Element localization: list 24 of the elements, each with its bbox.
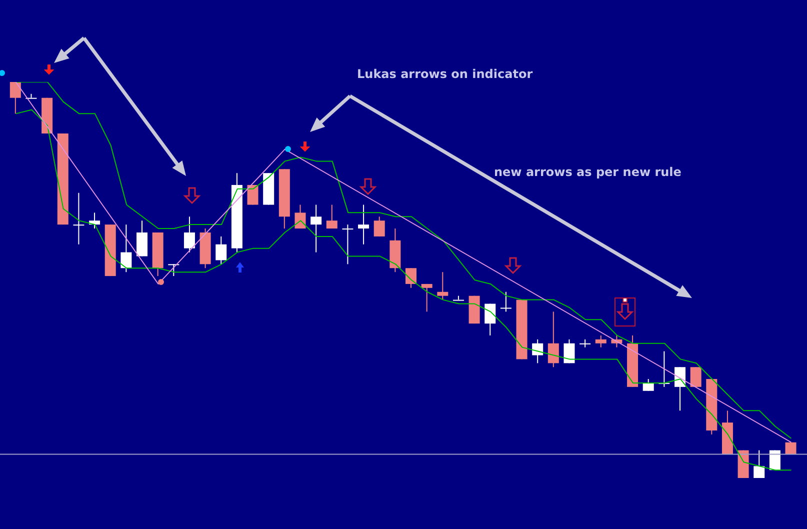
candlestick xyxy=(120,224,132,273)
candlestick xyxy=(374,216,385,237)
candlestick xyxy=(595,334,606,348)
candlestick xyxy=(690,366,702,388)
candlestick xyxy=(216,236,227,265)
candlestick xyxy=(500,291,512,312)
candlestick xyxy=(421,283,432,312)
candlestick xyxy=(452,295,464,301)
candlestick xyxy=(326,204,338,230)
candlestick xyxy=(342,224,354,265)
candlestick xyxy=(310,204,322,253)
candlestick xyxy=(642,378,654,392)
candlestick xyxy=(184,216,195,253)
candlestick xyxy=(406,268,416,288)
candlestick xyxy=(484,303,496,336)
candlestick xyxy=(358,204,370,245)
candlestick xyxy=(73,192,84,245)
candlestick xyxy=(437,272,448,300)
candlestick xyxy=(10,82,21,114)
annotation: new arrows as per new rule xyxy=(494,165,682,179)
candlestick xyxy=(136,220,148,257)
candlestick xyxy=(548,311,559,368)
text: Lukas arrows on indicator xyxy=(357,67,533,81)
candlestick xyxy=(754,450,765,478)
